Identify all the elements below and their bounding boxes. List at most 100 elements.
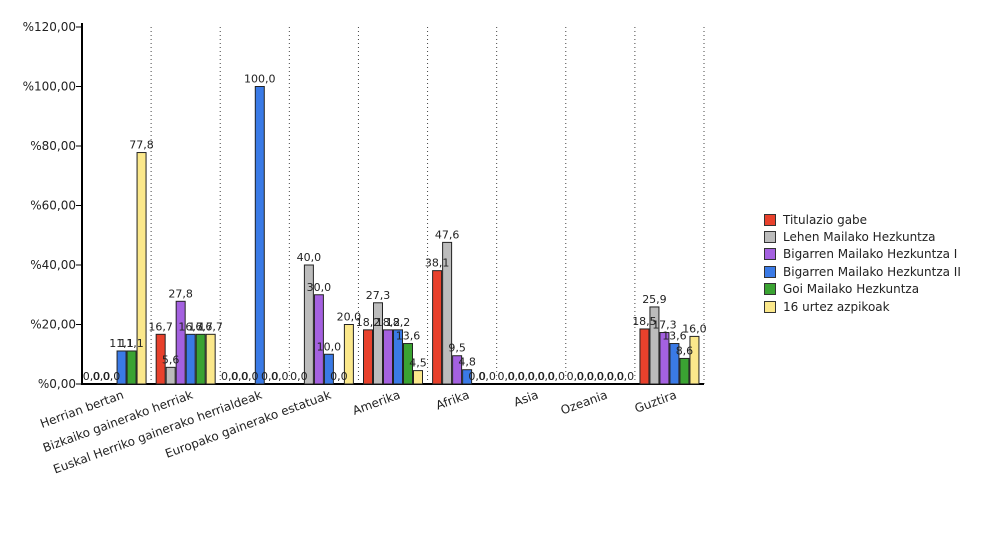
bar-value-label: 30,0	[307, 281, 332, 294]
bar	[175, 300, 186, 385]
bar-value-label: 18,5	[632, 315, 657, 328]
legend-label: Lehen Mailako Hezkuntza	[783, 229, 936, 244]
bar	[689, 335, 700, 385]
bar-value-label: 0,0	[103, 370, 121, 383]
bar	[659, 332, 670, 385]
bar-value-label: 0,0	[537, 370, 555, 383]
legend-label: Bigarren Mailako Hezkuntza I	[783, 247, 958, 262]
bar-value-label: 38,1	[425, 257, 450, 270]
bar-value-label: 11,1	[119, 337, 144, 350]
bar-value-label: 8,6	[676, 344, 694, 357]
bar	[165, 366, 176, 385]
bar-value-label: 0,0	[567, 370, 585, 383]
bars	[116, 86, 700, 385]
bar	[462, 369, 473, 385]
bar	[343, 324, 354, 385]
legend-swatch	[764, 265, 776, 278]
bar	[313, 294, 324, 385]
bar-value-label: 5,6	[162, 353, 180, 366]
y-tick-label: %20,00	[30, 318, 76, 332]
bar	[403, 343, 413, 385]
legend-swatch	[764, 300, 776, 313]
bar-value-label: 18,2	[386, 316, 411, 329]
value-labels: 0,00,00,011,111,177,816,75,627,816,716,7…	[83, 73, 707, 384]
bar	[254, 86, 265, 385]
bar-value-label: 100,0	[244, 73, 276, 86]
bar-value-label: 0,0	[290, 370, 308, 383]
bar-value-label: 4,5	[409, 357, 427, 370]
bar	[432, 270, 443, 385]
bar-value-label: 0,0	[468, 370, 486, 383]
bar-value-label: 0,0	[83, 370, 101, 383]
bar-value-label: 0,0	[241, 370, 259, 383]
bar-value-label: 0,0	[221, 370, 239, 383]
x-tick-label: Ozeania	[559, 388, 610, 418]
bar-value-label: 0,0	[597, 370, 615, 383]
legend-label: 16 urtez azpikoak	[783, 299, 890, 314]
bar-value-label: 0,0	[93, 370, 111, 383]
bar-value-label: 18,2	[376, 316, 401, 329]
bar-value-label: 11,1	[109, 337, 134, 350]
bar	[393, 329, 403, 385]
bar	[303, 264, 314, 385]
bar-value-label: 0,0	[617, 370, 635, 383]
bar	[155, 333, 166, 385]
x-tick-label: Amerika	[351, 388, 402, 418]
legend-label: Goi Mailako Hezkuntza	[783, 282, 920, 297]
bar-value-label: 25,9	[642, 293, 667, 306]
bar	[679, 357, 690, 385]
bar-value-label: 16,7	[188, 320, 213, 333]
bar-value-label: 4,8	[458, 356, 476, 369]
bar-value-label: 0,0	[507, 370, 525, 383]
bar	[452, 355, 463, 385]
bar-value-label: 0,0	[478, 370, 496, 383]
bar-value-label: 20,0	[337, 311, 362, 324]
bar-value-label: 27,8	[168, 287, 193, 300]
legend-item: Lehen Mailako Hezkuntza	[764, 228, 936, 245]
bar-value-label: 13,6	[662, 330, 687, 343]
bar	[205, 333, 216, 385]
bar-value-label: 10,0	[317, 340, 342, 353]
bar-value-label: 16,7	[148, 320, 173, 333]
bar	[373, 302, 383, 385]
bar-value-label: 9,5	[448, 342, 466, 355]
y-tick-label: %100,00	[23, 80, 76, 94]
legend-item: Bigarren Mailako Hezkuntza I	[764, 246, 957, 263]
y-tick-label: %60,00	[30, 199, 76, 213]
bar	[383, 329, 393, 385]
x-tick-label: Afrika	[434, 388, 471, 413]
bar	[649, 306, 660, 385]
bar	[195, 333, 206, 385]
x-tick-label: Asia	[512, 388, 540, 410]
bar-value-label: 0,0	[330, 370, 348, 383]
legend-label: Titulazio gabe	[783, 212, 868, 227]
legend-item: 16 urtez azpikoak	[764, 298, 890, 315]
legend-swatch	[764, 283, 776, 296]
bar	[363, 329, 373, 385]
bar	[136, 152, 147, 385]
bar-value-label: 0,0	[231, 370, 249, 383]
legend-swatch	[764, 248, 776, 261]
bar	[323, 353, 334, 385]
bar-value-label: 77,8	[129, 139, 154, 152]
gridlines	[150, 27, 705, 384]
bar	[116, 350, 127, 385]
bar-value-label: 16,7	[178, 320, 203, 333]
bar-value-label: 0,0	[527, 370, 545, 383]
tick-labels: %0,00 %20,00 %40,00 %60,00 %80,00 %100,00 %120…	[23, 20, 679, 476]
bar-value-label: 13,6	[396, 330, 421, 343]
bar	[669, 343, 680, 385]
bar-value-label: 40,0	[297, 251, 322, 264]
bar-value-label: 0,0	[547, 370, 565, 383]
bar	[126, 350, 137, 385]
y-tick-label: %40,00	[30, 258, 76, 272]
legend-swatch	[764, 213, 776, 226]
bar-value-label: 17,3	[652, 319, 677, 332]
bar-value-label: 16,0	[682, 322, 707, 335]
bar-value-label: 27,3	[366, 289, 391, 302]
bar-value-label: 0,0	[587, 370, 605, 383]
legend-item: Bigarren Mailako Hezkuntza II	[764, 263, 961, 280]
legend-item: Goi Mailako Hezkuntza	[764, 281, 919, 298]
legend-swatch	[764, 230, 776, 243]
y-tick-label: %0,00	[38, 377, 76, 391]
